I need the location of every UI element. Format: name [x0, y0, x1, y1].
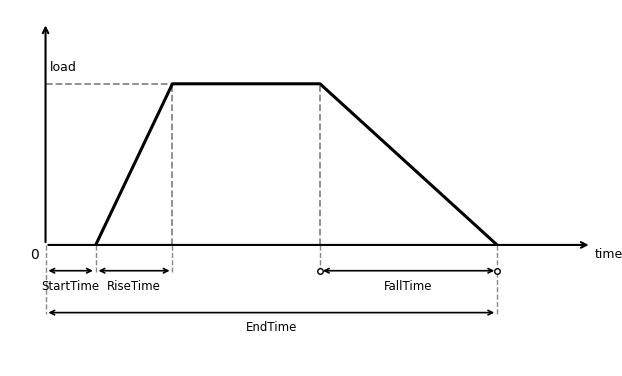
- Text: load: load: [50, 61, 77, 74]
- Text: RiseTime: RiseTime: [107, 280, 161, 293]
- Text: FallTime: FallTime: [384, 280, 433, 293]
- Text: StartTime: StartTime: [42, 280, 100, 293]
- Text: EndTime: EndTime: [246, 321, 297, 335]
- Text: time: time: [595, 248, 622, 261]
- Text: 0: 0: [30, 248, 39, 262]
